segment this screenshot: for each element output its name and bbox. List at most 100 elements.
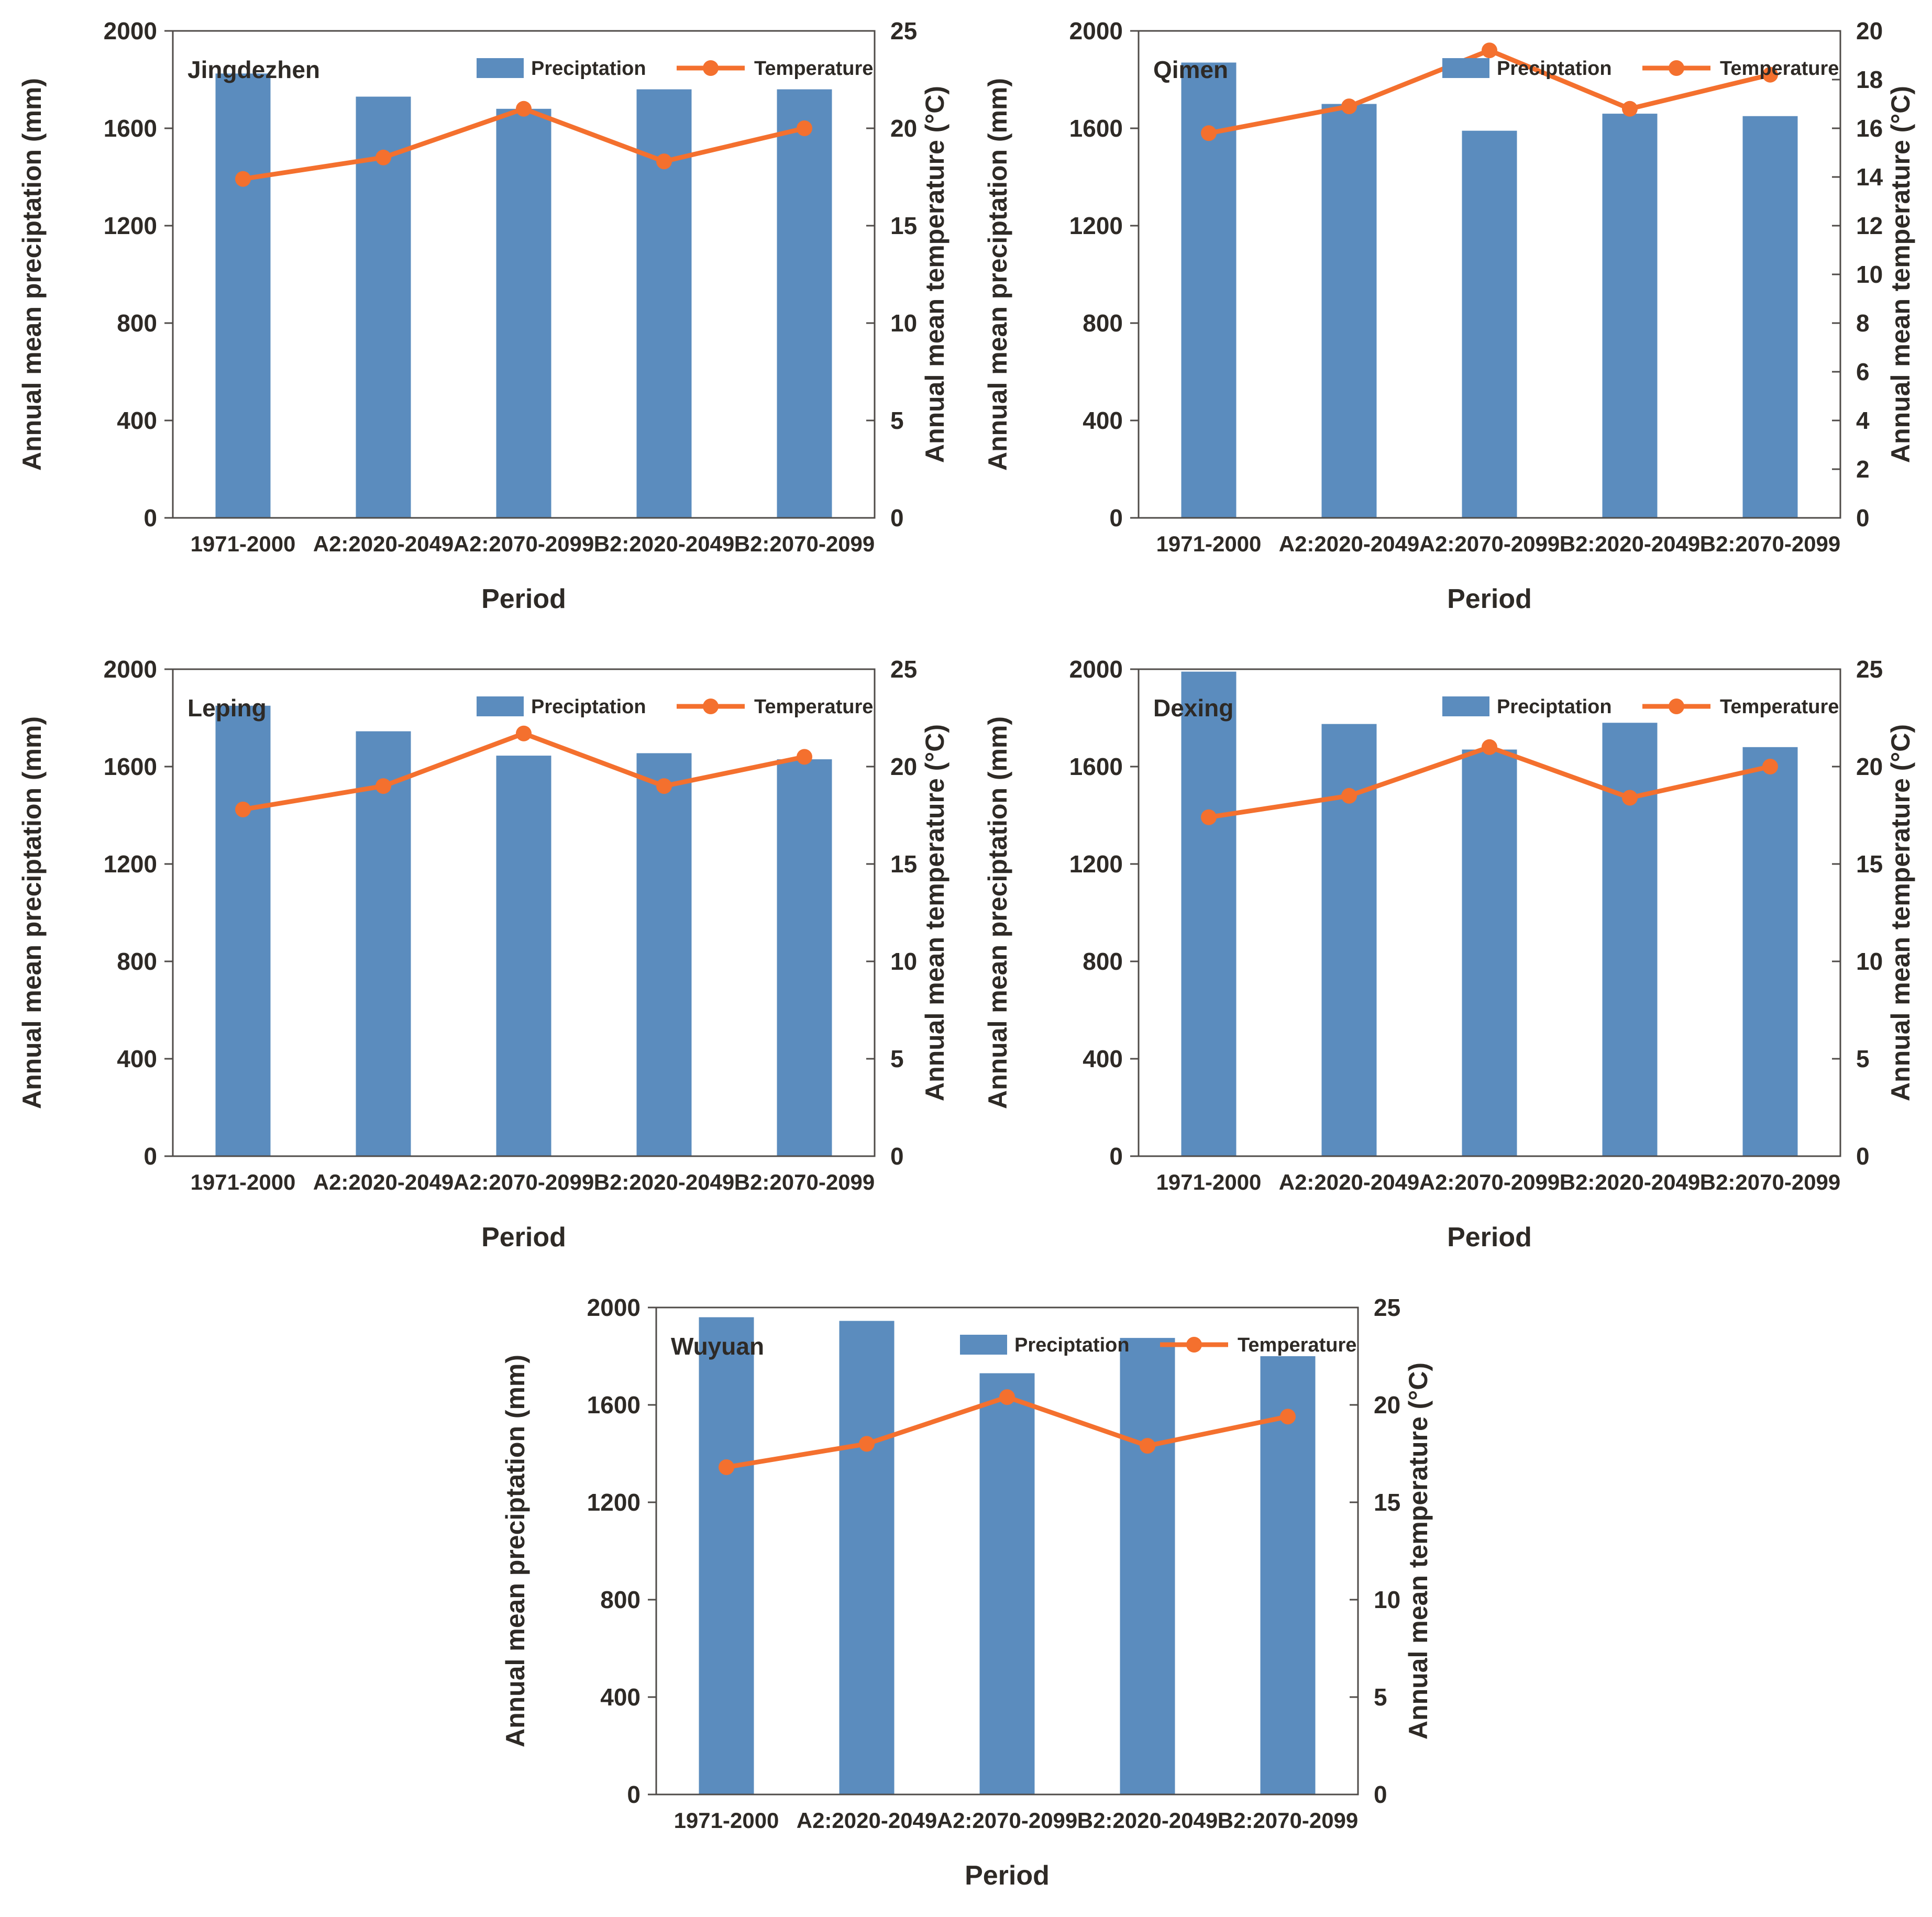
right-axis-tick-label: 10 [1856,261,1883,288]
left-axis-tick-label: 800 [1083,309,1123,337]
x-tick-label: B2:2070-2099 [1217,1808,1358,1833]
legend-precipitation-label: Preciptation [1497,58,1612,80]
temperature-marker [516,725,532,741]
left-axis-title: Annual mean preciptation (mm) [17,716,47,1109]
x-tick-label: A2:2020-2049 [796,1808,937,1833]
x-tick-label: A2:2020-2049 [313,531,454,556]
left-axis-tick-label: 800 [1083,948,1123,975]
right-axis-tick-label: 25 [890,656,917,683]
x-tick-label: A2:2020-2049 [1279,1170,1420,1194]
left-axis-tick-label: 0 [1109,1143,1123,1170]
precipitation-bar [1742,116,1798,518]
legend-precipitation-swatch [477,58,524,78]
right-axis-tick-label: 20 [890,753,917,780]
axis-box [172,668,876,1157]
right-axis-tick-label: 0 [1374,1781,1387,1808]
left-axis-tick-label: 0 [143,504,157,531]
legend-temperature-marker [1669,699,1684,714]
x-tick-label: B2:2070-2099 [734,1170,875,1194]
left-axis-tick-label: 2000 [1069,656,1123,683]
x-tick-label: 1971-2000 [191,531,296,556]
precipitation-bar [1602,114,1658,518]
chart-canvas-dexing: 0 400 800 1200 1600 2000 0 5 10 15 20 25 1971-2000 A2… [983,656,1915,1253]
right-axis-tick-label: 10 [890,309,917,337]
precipitation-bar [356,96,411,518]
x-tick-label: B2:2020-2049 [1077,1808,1218,1833]
x-tick-label: 1971-2000 [191,1170,296,1194]
temperature-marker [1482,42,1497,59]
precipitation-bar [777,89,832,518]
legend-temperature-label: Temperature [1238,1334,1356,1356]
right-axis-tick-label: 15 [890,850,917,878]
left-axis-tick-label: 2000 [1069,17,1123,45]
left-axis-title: Annual mean preciptation (mm) [17,78,47,471]
x-axis-title: Period [1447,584,1532,614]
chart-title: Wuyuan [671,1333,764,1360]
precipitation-bar [979,1373,1034,1794]
right-axis-title: Annual mean temperature (°C) [1404,1362,1433,1739]
temperature-marker [999,1389,1015,1405]
temperature-marker [656,153,672,170]
left-axis-tick-label: 800 [117,948,157,975]
right-axis-tick-label: 8 [1856,309,1870,337]
chart-canvas-leping: 0 400 800 1200 1600 2000 0 5 10 15 20 25 1971-2000 A2… [17,656,950,1253]
right-axis-tick-label: 5 [1374,1683,1387,1711]
legend-temperature-label: Temperature [754,58,873,80]
left-axis-tick-label: 400 [1083,407,1123,434]
right-axis-tick-label: 10 [1374,1586,1400,1613]
left-axis-title: Annual mean preciptation (mm) [501,1355,530,1747]
left-axis-tick-label: 1200 [104,212,157,239]
left-axis-tick-label: 2000 [587,1294,640,1321]
temperature-marker [376,778,391,794]
right-axis-tick-label: 5 [1856,1045,1870,1072]
left-axis-tick-label: 0 [627,1781,641,1808]
temperature-marker [1279,1409,1296,1425]
legend-temperature-marker [703,60,719,76]
left-axis-tick-label: 2000 [104,17,157,45]
x-tick-label: B2:2020-2049 [1560,531,1701,556]
right-axis-tick-label: 2 [1856,456,1870,483]
legend-precipitation-swatch [1442,696,1489,716]
chart-title: Jingdezhen [187,56,320,83]
precipitation-bar [215,73,271,518]
temperature-marker [1341,788,1357,804]
left-axis-tick-label: 800 [600,1586,641,1613]
x-tick-label: 1971-2000 [1156,1170,1262,1194]
chart-title: Qimen [1153,56,1228,83]
axis-box [1138,668,1841,1157]
left-axis-tick-label: 400 [600,1683,641,1711]
right-axis-tick-label: 20 [1856,753,1883,780]
precipitation-bar [1260,1356,1315,1794]
precipitation-bar [215,705,271,1156]
right-axis-title: Annual mean temperature (°C) [1886,86,1915,463]
left-axis-tick-label: 1600 [104,115,157,142]
left-axis-tick-label: 1600 [1069,753,1123,780]
left-axis-tick-label: 400 [1083,1045,1123,1072]
chart-canvas-wuyuan: 0 400 800 1200 1600 2000 0 5 10 15 20 25 1971-2000 A2… [501,1294,1433,1891]
x-tick-label: A2:2070-2099 [1419,531,1560,556]
x-tick-label: A2:2070-2099 [454,531,594,556]
chart-qimen: 0 400 800 1200 1600 2000 0 2 4 6 8 10 12 14 16 18 20 1971… [966,2,1931,633]
left-axis-tick-label: 1200 [1069,850,1123,878]
left-axis-tick-label: 1200 [587,1489,640,1516]
x-tick-label: B2:2070-2099 [1700,531,1841,556]
right-axis-tick-label: 0 [1856,1143,1870,1170]
precipitation-bar [636,753,692,1156]
temperature-marker [656,778,672,794]
x-axis-title: Period [481,1222,566,1253]
temperature-marker [1201,125,1217,141]
chart-canvas-qimen: 0 400 800 1200 1600 2000 0 2 4 6 8 10 12 14 16 18 20 1971… [983,17,1915,614]
precipitation-bar [1462,130,1517,518]
precipitation-bar [1742,747,1798,1156]
temperature-marker [235,171,251,187]
right-axis-tick-label: 25 [1856,656,1883,683]
axis-box [172,30,876,519]
left-axis-tick-label: 800 [117,309,157,337]
chart-wuyuan: 0 400 800 1200 1600 2000 0 5 10 15 20 25 1971-2000 A2… [483,1279,1449,1910]
legend-precipitation-label: Preciptation [531,58,646,80]
temperature-marker [718,1459,734,1476]
right-axis-tick-label: 0 [1856,504,1870,531]
left-axis-tick-label: 0 [1109,504,1123,531]
temperature-marker [797,120,812,136]
